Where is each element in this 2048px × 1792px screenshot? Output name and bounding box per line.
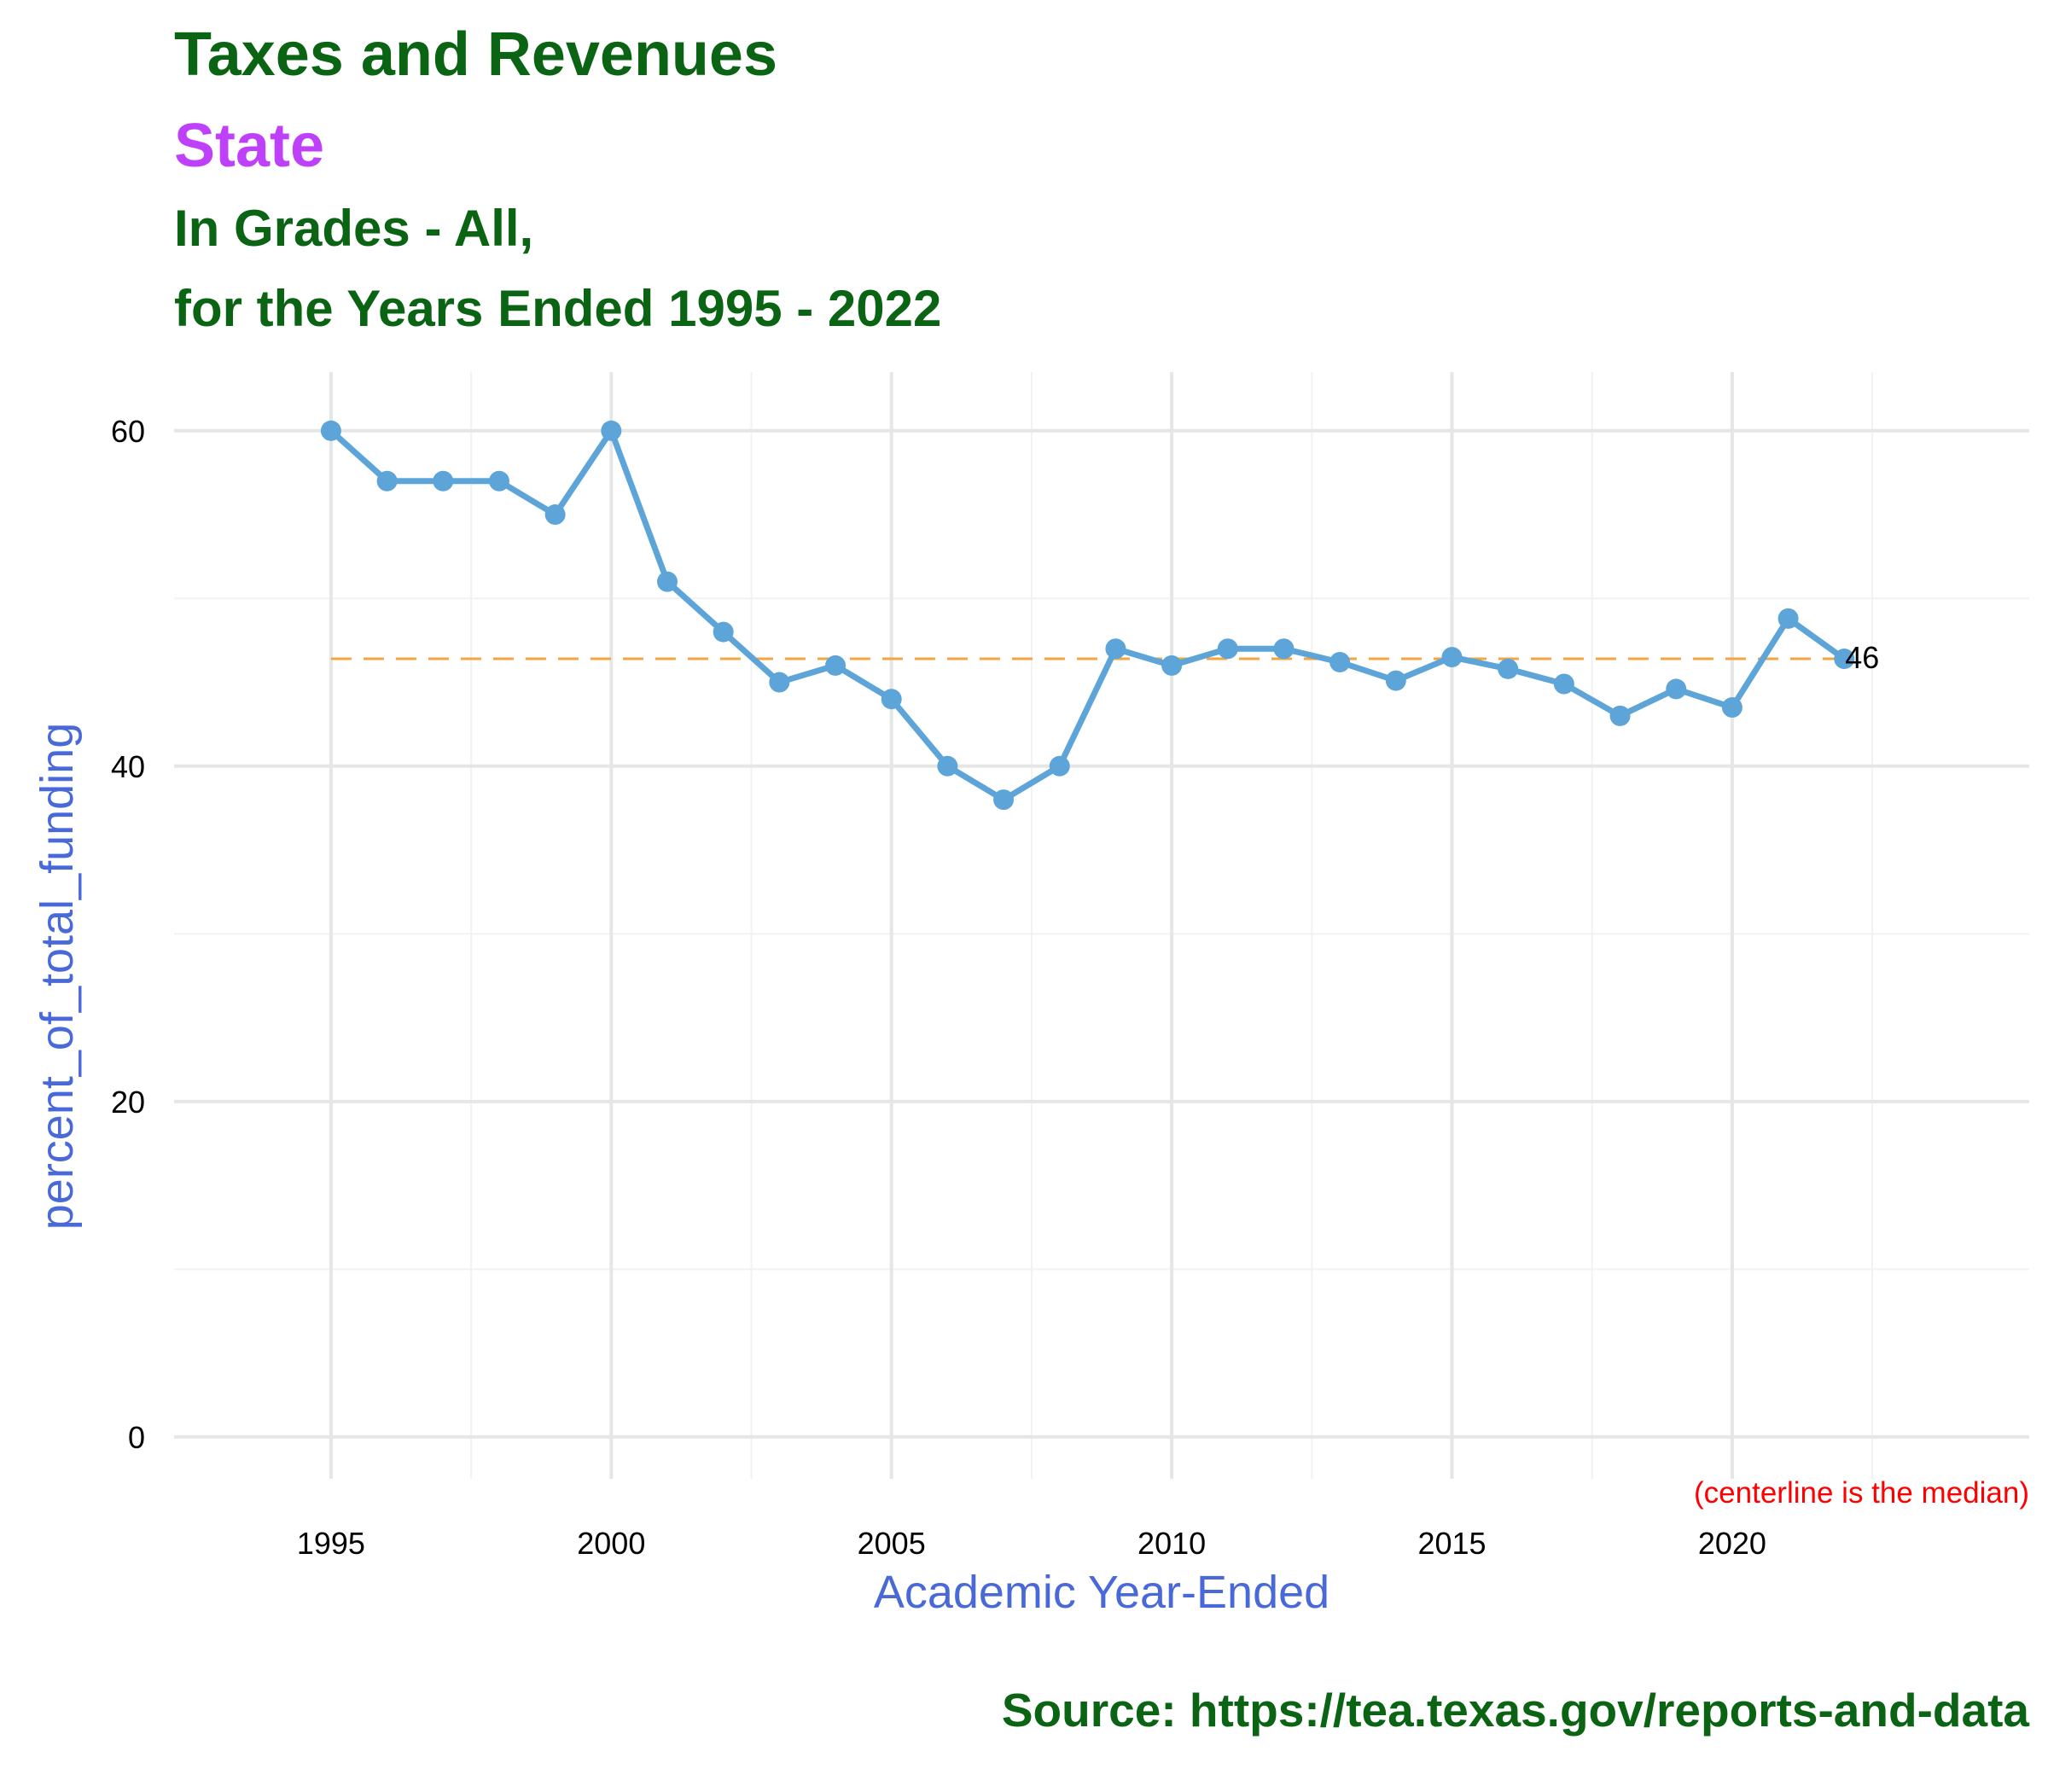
x-tick-label: 2000 [577,1526,645,1561]
data-point [376,470,398,492]
series-line [329,428,1847,803]
data-point [488,470,509,492]
y-tick-label: 60 [111,414,145,449]
data-point [656,571,678,592]
data-point [320,420,341,441]
data-point [1441,647,1463,668]
x-tick-label: 2005 [858,1526,926,1561]
chart-title-grades: In Grades - All, [174,200,533,257]
data-point [1834,649,1855,670]
data-point [1329,651,1351,672]
y-axis-ticks: 0 20 40 60 [111,414,145,1455]
data-points [320,420,1855,811]
chart-title: Taxes and Revenues [174,20,777,89]
data-point [1049,755,1070,777]
end-value-label: 46 [1845,640,1879,675]
y-tick-label: 40 [111,749,145,784]
data-point [1609,705,1631,726]
data-point [601,420,622,441]
data-point [825,655,847,676]
x-axis-title: Academic Year-Ended [874,1567,1329,1618]
data-point [993,789,1015,811]
chart-title-years: for the Years Ended 1995 - 2022 [174,280,941,337]
grid [174,372,2029,1479]
y-tick-label: 0 [128,1420,145,1455]
median-note: (centerline is the median) [1694,1476,2029,1510]
x-tick-label: 2010 [1137,1526,1206,1561]
y-axis-title: percent_of_total_funding [32,723,83,1230]
data-point [1273,638,1295,660]
data-point [1666,678,1687,700]
x-tick-label: 2020 [1698,1526,1766,1561]
chart-subtitle: State [174,112,324,180]
data-point [881,689,902,710]
data-point [937,755,958,777]
data-point [1498,658,1519,679]
data-point [1217,638,1238,660]
x-tick-label: 1995 [297,1526,365,1561]
data-point [433,470,454,492]
data-point [1161,655,1183,676]
data-point [769,672,790,693]
source-caption: Source: https://tea.texas.gov/reports-an… [1002,1684,2030,1737]
data-point [1553,673,1574,695]
data-point [1721,697,1743,719]
x-axis-ticks: 1995 2000 2005 2010 2015 2020 [297,1526,1766,1561]
x-tick-label: 2015 [1417,1526,1486,1561]
data-point [1105,638,1126,660]
data-point [544,504,566,526]
data-point [1385,670,1406,691]
data-point [1777,608,1799,629]
data-point [713,621,734,643]
y-tick-label: 20 [111,1085,145,1120]
